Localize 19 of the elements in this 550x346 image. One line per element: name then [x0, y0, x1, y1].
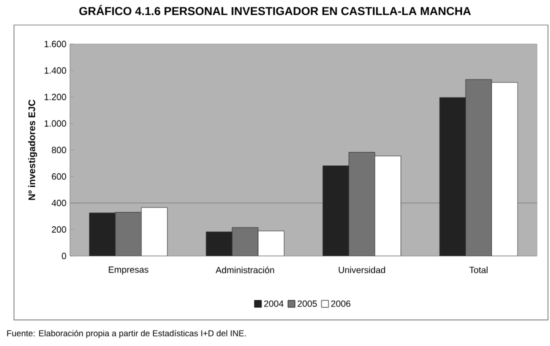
- source-note: Fuente: Elaboración propia a partir de Estadísticas I+D del INE.: [7, 330, 246, 338]
- x-tick-label: Empresas: [108, 266, 148, 275]
- y-tick-label: 0: [62, 252, 66, 260]
- y-tick-label: 1.000: [44, 120, 66, 127]
- y-tick-label: 600: [52, 173, 66, 180]
- legend-label: 2006: [331, 300, 350, 307]
- y-tick-label: 1.200: [44, 94, 66, 100]
- legend-label: 2005: [298, 300, 317, 307]
- legend-label: 2004: [264, 300, 284, 307]
- y-tick-label: 400: [52, 200, 66, 206]
- y-tick-label: 800: [52, 146, 66, 154]
- x-tick-label: Total: [469, 266, 488, 274]
- y-tick-label: 1.400: [44, 67, 66, 74]
- x-tick-label: Universidad: [338, 266, 386, 274]
- y-tick-label: 200: [52, 226, 66, 233]
- y-tick-label: 1.600: [44, 40, 66, 48]
- x-tick-label: Administración: [216, 266, 274, 274]
- y-axis-title: Nº investigadores EJC: [28, 100, 38, 200]
- chart-title: GRÁFICO 4.1.6 PERSONAL INVESTIGADOR EN CASTILLA-LA MANCHA: [79, 4, 471, 16]
